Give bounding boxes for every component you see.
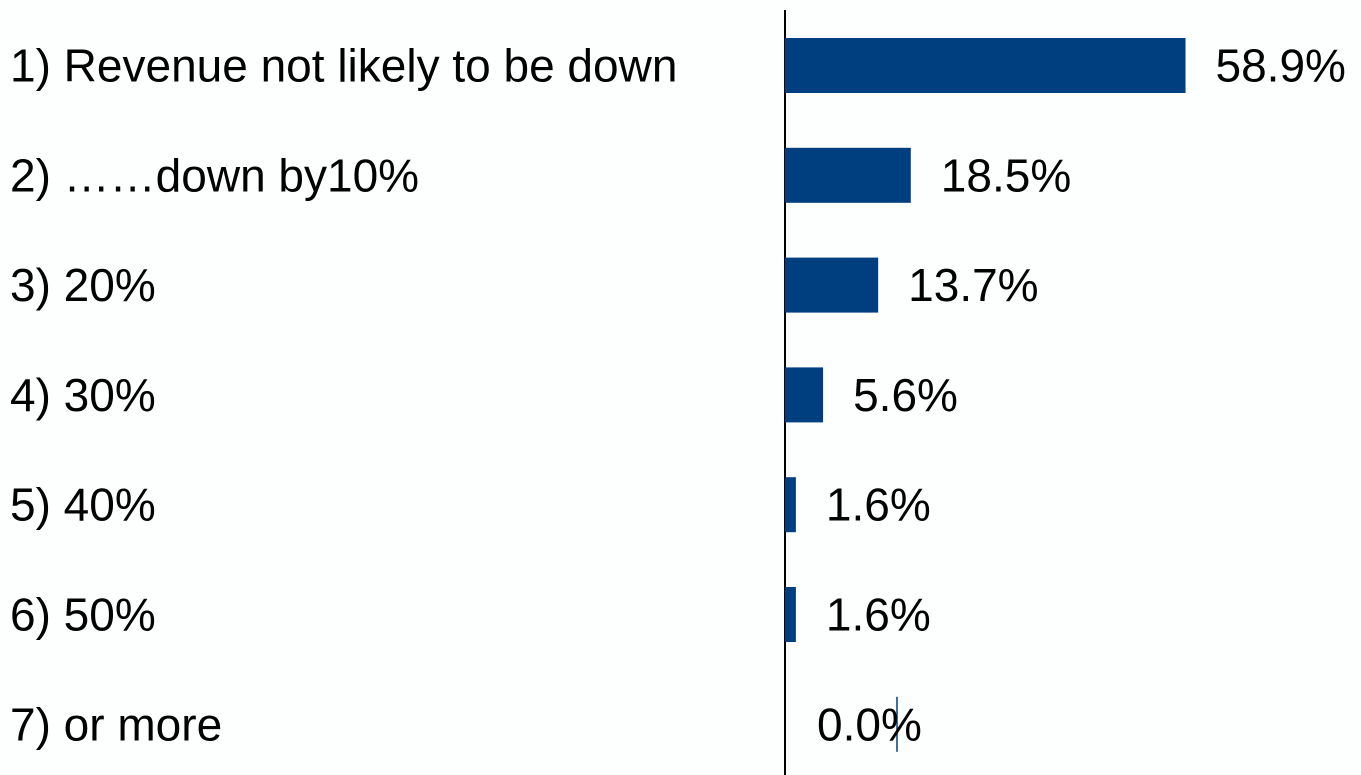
bar <box>785 257 879 313</box>
category-label: 6) 50% <box>10 589 156 641</box>
value-label: 5.6% <box>853 369 958 421</box>
bar <box>785 367 824 423</box>
value-label: 18.5% <box>941 149 1071 201</box>
value-label: 1.6% <box>826 589 931 641</box>
value-label: 1.6% <box>826 479 931 531</box>
category-label: 2) ……down by10% <box>10 149 419 201</box>
category-label: 5) 40% <box>10 479 156 531</box>
category-label: 7) or more <box>10 698 222 750</box>
category-label: 3) 20% <box>10 259 156 311</box>
value-label: 13.7% <box>908 259 1038 311</box>
category-label: 4) 30% <box>10 369 156 421</box>
value-label: 58.9% <box>1216 40 1346 92</box>
bar <box>785 38 1186 93</box>
bar <box>785 587 796 642</box>
bar <box>785 477 796 533</box>
bar <box>785 147 911 203</box>
category-label: 1) Revenue not likely to be down <box>10 40 677 92</box>
value-label: 0.0% <box>817 698 922 750</box>
